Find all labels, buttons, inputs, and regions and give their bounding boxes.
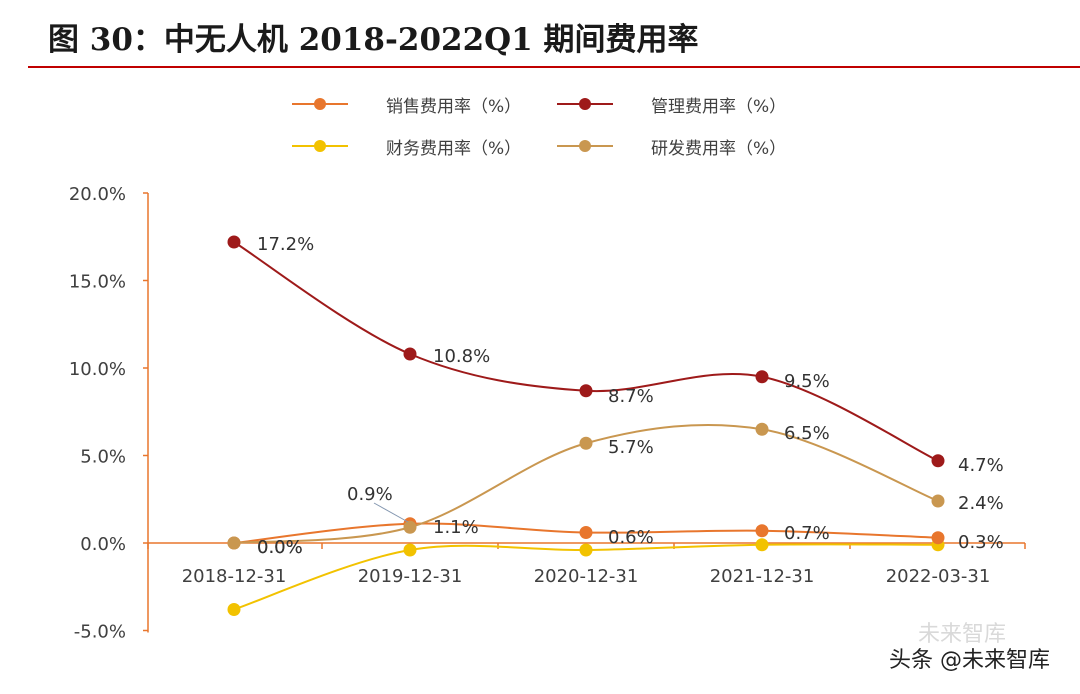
data-point-series-1: [403, 520, 417, 534]
y-tick-label: -5.0%: [74, 622, 126, 643]
legend-label-admin: 管理费用率（%）: [651, 96, 787, 117]
data-label-series-0: 9.5%: [784, 371, 830, 392]
x-tick-label: 2018-12-31: [182, 566, 287, 587]
data-label-series-1: 5.7%: [608, 437, 654, 458]
data-label-series-2: 0.0%: [257, 537, 303, 558]
data-label-series-2: 0.6%: [608, 527, 654, 548]
data-point-series-0: [403, 347, 417, 361]
data-label-series-0: 10.8%: [433, 346, 490, 367]
data-label-series-2: 0.7%: [784, 523, 830, 544]
y-tick-label: 10.0%: [69, 359, 126, 380]
x-tick-label: 2021-12-31: [710, 566, 815, 587]
data-label-series-2: 0.3%: [958, 532, 1004, 553]
series-line-0: [233, 241, 939, 462]
data-point-series-2: [579, 526, 593, 539]
watermark: 头条 @未来智库: [889, 648, 1050, 673]
data-label-series-0: 8.7%: [608, 386, 654, 407]
data-point-series-3: [227, 603, 241, 616]
legend-swatch-finance: [292, 140, 348, 152]
y-tick-label: 20.0%: [69, 184, 126, 205]
data-label-series-1: 0.0%: [257, 537, 303, 558]
x-tick-label: 2020-12-31: [534, 566, 639, 587]
legend-label-finance: 财务费用率（%）: [386, 138, 522, 159]
y-tick-label: 0.0%: [80, 534, 126, 555]
data-point-series-0: [755, 370, 769, 384]
data-point-series-1: [931, 494, 945, 508]
legend-item-admin: 管理费用率（%）: [557, 92, 787, 117]
data-point-series-1: [579, 436, 593, 450]
data-label-series-1: 0.9%: [347, 484, 393, 505]
x-tick-label: 2022-03-31: [886, 566, 991, 587]
legend-label-sales: 销售费用率（%）: [386, 96, 522, 117]
data-point-series-0: [579, 384, 593, 398]
annotation-leader: [373, 502, 409, 523]
legend-item-finance: 财务费用率（%）: [292, 134, 522, 159]
legend-label-rnd: 研发费用率（%）: [651, 138, 787, 159]
legend-item-rnd: 研发费用率（%）: [557, 134, 787, 159]
legend-swatch-rnd: [557, 140, 613, 152]
data-label-series-2: 1.1%: [433, 517, 479, 538]
title-divider: [28, 66, 1080, 68]
y-tick-label: 15.0%: [69, 272, 126, 293]
data-point-series-3: [755, 538, 769, 552]
legend-swatch-sales: [292, 98, 348, 110]
data-point-series-3: [403, 543, 417, 557]
data-point-series-3: [579, 543, 593, 557]
legend-swatch-admin: [557, 98, 613, 110]
data-point-series-2: [755, 524, 769, 538]
y-tick-label: 5.0%: [80, 447, 126, 468]
x-tick-label: 2019-12-31: [358, 566, 463, 587]
data-point-series-0: [227, 235, 241, 249]
data-label-series-1: 2.4%: [958, 493, 1004, 514]
data-point-series-2: [931, 531, 945, 545]
legend-item-sales: 销售费用率（%）: [292, 92, 522, 117]
watermark-background-text: 未来智库: [917, 622, 1006, 647]
data-label-series-0: 4.7%: [958, 455, 1004, 476]
chart-title: 图 30：中无人机 2018-2022Q1 期间费用率: [48, 22, 699, 58]
data-point-series-0: [931, 454, 945, 468]
data-point-series-1: [755, 422, 769, 436]
data-label-series-1: 6.5%: [784, 423, 830, 444]
data-point-series-1: [227, 536, 241, 550]
data-label-series-0: 17.2%: [257, 234, 314, 255]
